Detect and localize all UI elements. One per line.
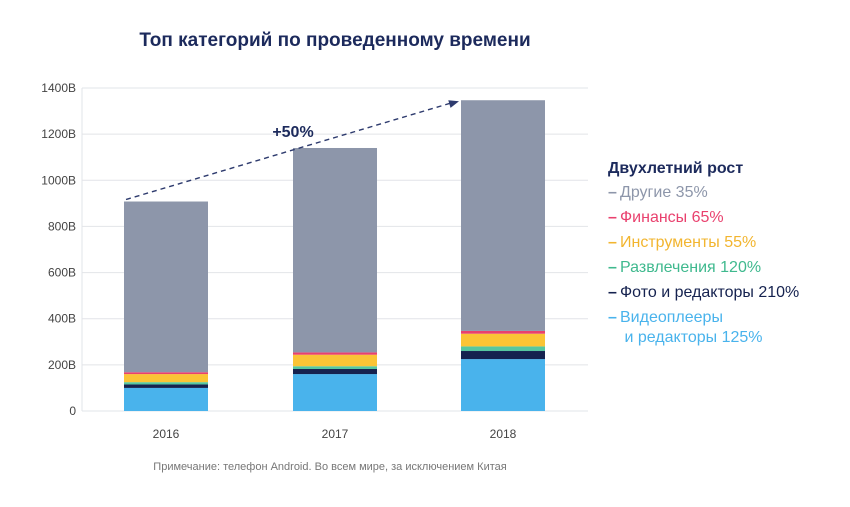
y-tick-label: 200B <box>48 358 76 372</box>
y-tick-label: 1000B <box>41 173 76 187</box>
legend-label: Видеоплееры и редакторы 125% <box>620 309 763 346</box>
bar-segment <box>461 346 545 352</box>
legend-item: – Фото и редакторы 210% <box>608 283 799 303</box>
bar-segment <box>461 351 545 360</box>
y-tick-label: 800B <box>48 219 76 233</box>
legend-item: – Развлечения 120% <box>608 258 799 278</box>
x-tick-label: 2017 <box>322 427 349 441</box>
bar-segment <box>461 333 545 347</box>
legend-item: – Инструменты 55% <box>608 233 799 253</box>
legend-dash-marker: – <box>608 284 617 301</box>
legend-items: – Другие 35% – Финансы 65% – Инструменты 55% –… <box>608 183 799 348</box>
y-tick-label: 600B <box>48 266 76 280</box>
legend-label: Инструменты 55% <box>620 234 757 251</box>
chart-title: Топ категорий по проведенному времени <box>139 30 531 51</box>
legend-label: Финансы 65% <box>620 209 724 226</box>
legend-label: Развлечения 120% <box>620 259 762 276</box>
legend: Двухлетний рост – Другие 35% – Финансы 65% –… <box>608 160 799 353</box>
y-tick-label: 1400B <box>41 81 76 95</box>
x-tick-label: 2018 <box>490 427 517 441</box>
bar-segment <box>293 369 377 375</box>
bar-segment <box>124 201 208 373</box>
bar-segment <box>293 352 377 355</box>
legend-label: Фото и редакторы 210% <box>620 284 800 301</box>
trend-arrow-line <box>125 101 454 201</box>
bar-segment <box>461 100 545 331</box>
bar-segment <box>124 372 208 375</box>
bar-segment <box>461 330 545 334</box>
trend-arrow-head <box>448 100 459 108</box>
legend-dash-marker: – <box>608 234 617 251</box>
bar-segment <box>461 359 545 411</box>
growth-annotation: +50% <box>272 124 313 141</box>
legend-dash-marker: – <box>608 184 617 201</box>
bar-segment <box>124 387 208 411</box>
bar-segment <box>124 384 208 388</box>
footnote: Примечание: телефон Android. Во всем мир… <box>153 461 507 473</box>
y-tick-label: 0 <box>69 404 76 418</box>
y-tick-label: 400B <box>48 312 76 326</box>
legend-item: – Видеоплееры и редакторы 125% <box>608 308 799 348</box>
legend-dash-marker: – <box>608 259 617 276</box>
bar-segment <box>293 374 377 411</box>
bar-segment <box>124 382 208 385</box>
legend-title: Двухлетний рост <box>608 160 744 177</box>
bar-segment <box>293 147 377 353</box>
legend-label: Другие 35% <box>620 184 708 201</box>
legend-dash-marker: – <box>608 209 617 226</box>
legend-dash-marker: – <box>608 309 617 326</box>
legend-item: – Финансы 65% <box>608 208 799 228</box>
y-tick-label: 1200B <box>41 127 76 141</box>
x-tick-label: 2016 <box>153 427 180 441</box>
bar-segment <box>293 354 377 367</box>
bar-segment <box>293 366 377 370</box>
bar-segment <box>124 374 208 383</box>
legend-item: – Другие 35% <box>608 183 799 203</box>
